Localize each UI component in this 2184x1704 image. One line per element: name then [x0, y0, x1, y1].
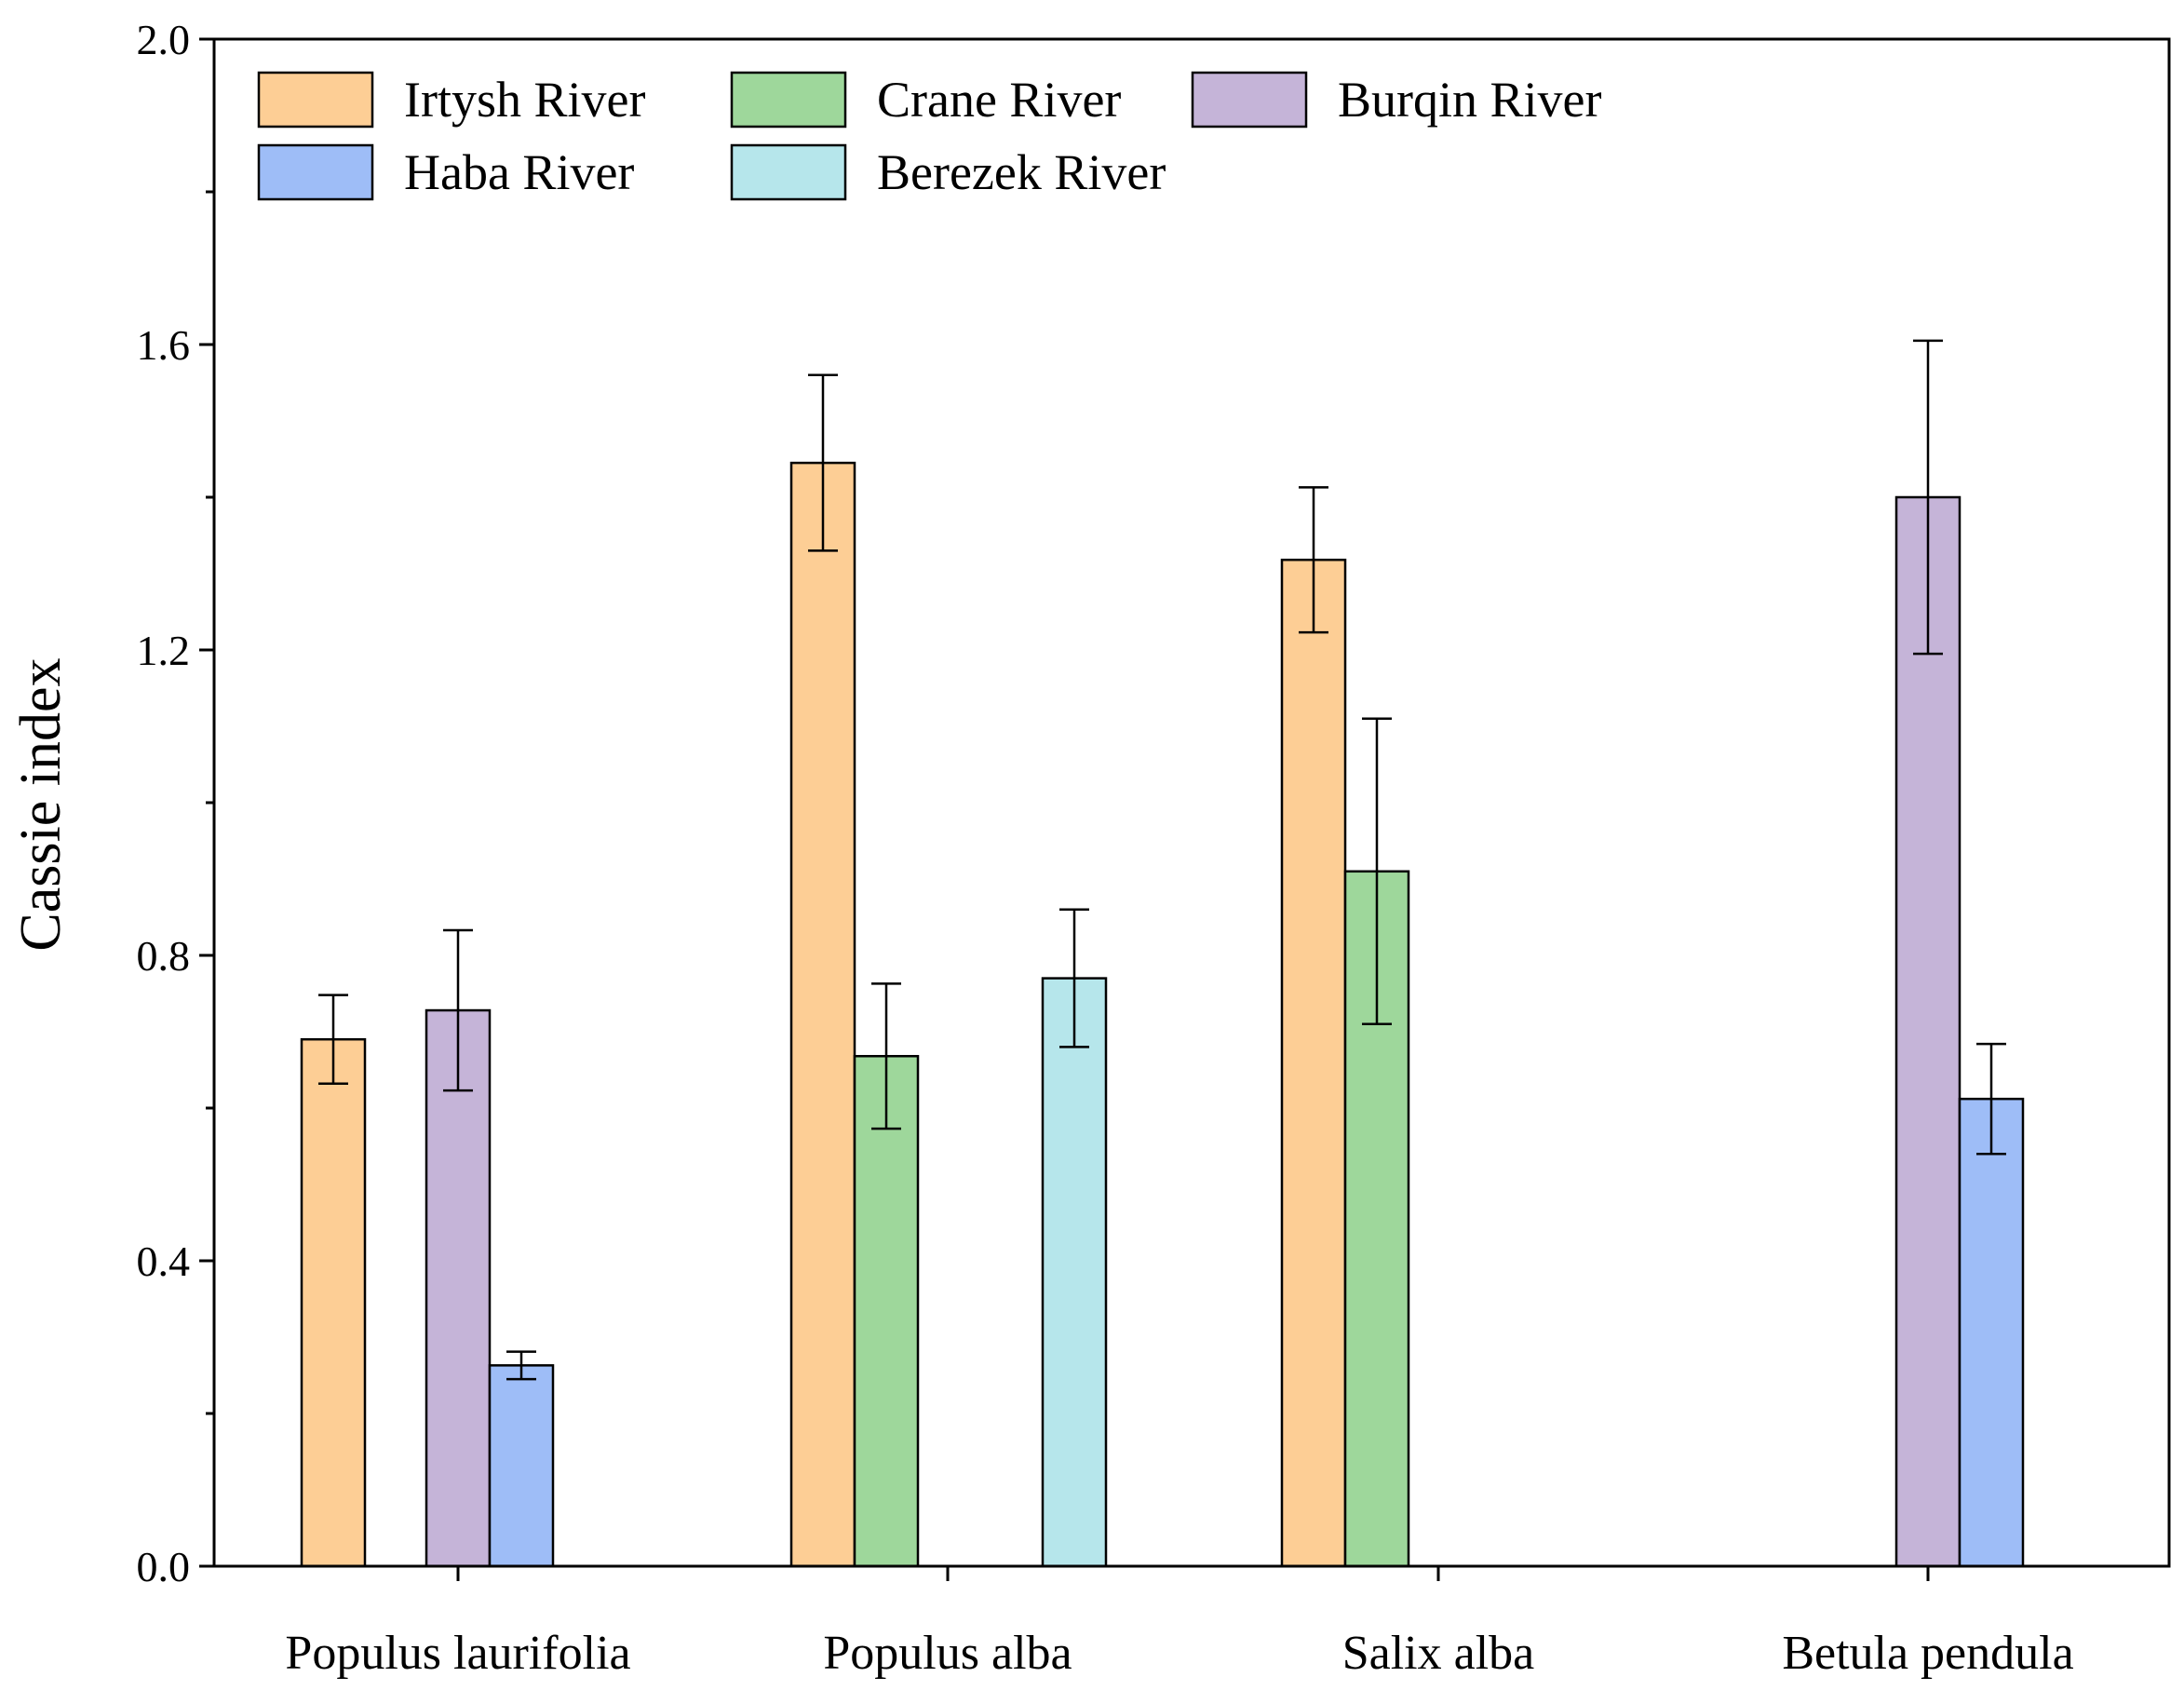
- legend-swatch: [1191, 71, 1308, 128]
- x-category-label: Salix alba: [1342, 1627, 1535, 1680]
- bar-0-0: [300, 1037, 367, 1568]
- bar-1-1: [853, 1054, 920, 1568]
- y-tick-label: 0.8: [137, 932, 191, 980]
- bars-layer: [300, 461, 2025, 1568]
- legend-swatch: [730, 143, 847, 201]
- y-tick-label: 1.6: [137, 321, 191, 369]
- bar-3-0: [488, 1364, 555, 1568]
- y-tick-labels: 0.0 0.4 0.8 1.2 1.6 2.0: [137, 16, 191, 1590]
- legend-label: Irtysh River: [404, 72, 645, 128]
- errorbars-layer: [318, 339, 2006, 1381]
- bar-2-3: [1894, 495, 1962, 1568]
- legend: Irtysh River Crane River Burqin River Haba …: [257, 71, 1601, 201]
- bar-0-2: [1280, 558, 1347, 1568]
- bar-3-3: [1958, 1097, 2025, 1568]
- legend-label: Crane River: [877, 72, 1121, 128]
- y-tick-label: 0.0: [137, 1543, 191, 1590]
- y-tick-label: 2.0: [137, 16, 191, 63]
- bar-4-1: [1041, 977, 1108, 1568]
- y-tick-label: 1.2: [137, 627, 191, 674]
- legend-swatch: [257, 143, 374, 201]
- y-tick-label: 0.4: [137, 1237, 191, 1285]
- x-category-label: Betula pendula: [1782, 1627, 2073, 1680]
- axes: [199, 37, 2171, 1581]
- bar-0-1: [789, 461, 856, 1568]
- legend-label: Burqin River: [1338, 72, 1601, 128]
- x-category-label: Populus laurifolia: [285, 1627, 630, 1680]
- y-axis-title: Cassie index: [9, 657, 73, 951]
- x-category-labels: Populus laurifolia Populus alba Salix alba…: [285, 1627, 2073, 1680]
- x-category-label: Populus alba: [823, 1627, 1072, 1680]
- legend-label: Haba River: [404, 144, 634, 200]
- legend-swatch: [730, 71, 847, 128]
- legend-swatch: [257, 71, 374, 128]
- bar-2-0: [425, 1008, 492, 1568]
- legend-label: Berezek River: [877, 144, 1166, 200]
